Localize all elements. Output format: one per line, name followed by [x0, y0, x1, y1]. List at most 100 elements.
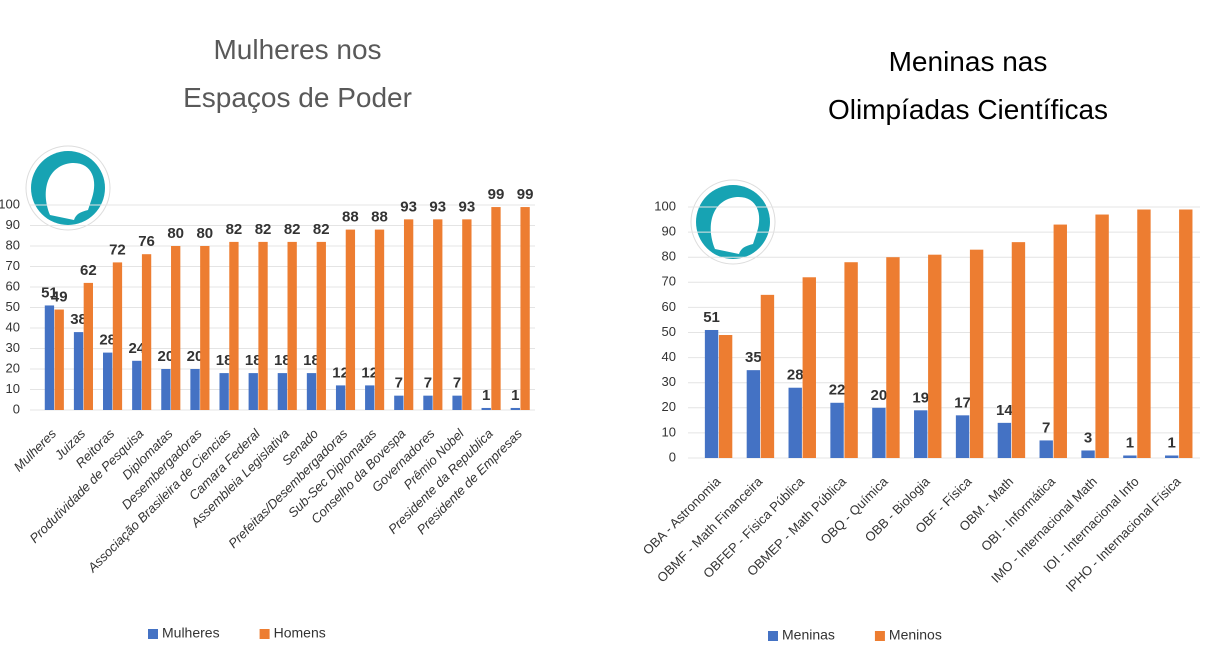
data-label: 82 [313, 221, 330, 238]
bar [161, 369, 171, 410]
data-label: 1 [1168, 434, 1176, 451]
data-label: 88 [371, 209, 388, 226]
bar [1039, 440, 1053, 458]
bar [1011, 242, 1026, 458]
bar [112, 262, 123, 410]
data-label: 62 [80, 262, 97, 279]
y-tick-label: 90 [662, 224, 676, 239]
y-tick-label: 70 [662, 274, 676, 289]
data-label: 80 [167, 225, 184, 242]
bar [132, 360, 142, 410]
data-label: 1 [482, 387, 490, 404]
legend-label: Meninas [782, 627, 835, 643]
bar [219, 373, 229, 410]
data-label: 20 [187, 348, 204, 365]
data-label: 18 [303, 352, 320, 369]
y-tick-label: 10 [662, 424, 676, 439]
legend-label: Homens [274, 625, 326, 641]
data-label: 18 [245, 352, 262, 369]
data-label: 93 [459, 198, 476, 215]
data-label: 28 [99, 332, 116, 349]
bar [510, 407, 520, 410]
data-label: 12 [332, 364, 349, 381]
bar [955, 415, 970, 458]
bar [335, 385, 346, 410]
y-tick-label: 100 [654, 198, 676, 213]
data-label: 7 [424, 375, 432, 392]
bar [44, 305, 55, 410]
chart-title: Meninas nas Olimpíadas Científicas [827, 46, 1109, 125]
data-label: 3 [1084, 429, 1092, 446]
data-label: 28 [787, 367, 804, 384]
bar [365, 385, 375, 410]
data-label: 22 [829, 382, 846, 399]
bar [1095, 214, 1109, 458]
y-tick-label: 80 [662, 249, 676, 264]
bar [190, 369, 200, 410]
bar [1123, 455, 1137, 458]
bar [914, 410, 928, 458]
legend-swatch [768, 631, 778, 641]
data-label: 14 [996, 402, 1013, 419]
bar [788, 387, 802, 458]
legend-swatch [874, 631, 885, 641]
bar [54, 309, 64, 410]
data-label: 93 [429, 198, 446, 215]
data-label: 82 [226, 221, 243, 238]
data-label: 7 [1042, 419, 1050, 436]
data-label: 20 [871, 387, 888, 404]
bar [969, 249, 984, 458]
bar [171, 246, 181, 410]
bar [830, 402, 844, 458]
bar [83, 282, 93, 410]
data-label: 1 [1126, 434, 1134, 451]
data-label: 80 [196, 225, 213, 242]
bar [423, 395, 433, 410]
bar [229, 241, 239, 410]
bar [248, 373, 258, 410]
bar [141, 254, 152, 410]
y-tick-label: 0 [669, 449, 676, 464]
bar [520, 207, 530, 410]
legend-swatch [259, 629, 270, 639]
data-label: 24 [128, 340, 145, 357]
bar [746, 370, 761, 458]
data-label: 19 [912, 389, 929, 406]
x-tick-label: OBA - Astronomia [640, 473, 724, 557]
data-label: 38 [70, 311, 87, 328]
bar [481, 407, 491, 410]
bar [433, 219, 443, 410]
data-label: 82 [255, 221, 272, 238]
legend-label: Meninos [889, 627, 942, 643]
y-tick-label: 0 [13, 401, 20, 416]
bar [704, 329, 719, 458]
data-label: 99 [517, 186, 534, 203]
y-tick-label: 20 [662, 399, 676, 414]
bar [844, 262, 858, 458]
bar [316, 241, 326, 410]
legend-swatch [148, 629, 158, 639]
bar [374, 229, 385, 410]
data-label: 49 [51, 289, 68, 306]
y-tick-label: 40 [662, 349, 676, 364]
y-tick-label: 50 [6, 299, 20, 314]
y-tick-label: 70 [6, 258, 20, 273]
x-tick-label: Mulheres [11, 426, 60, 475]
data-label: 93 [400, 198, 417, 215]
data-label: 35 [745, 349, 762, 366]
bar [928, 254, 942, 458]
bar [1053, 224, 1067, 458]
data-label: 51 [703, 309, 720, 326]
data-label: 1 [511, 387, 519, 404]
y-tick-label: 20 [6, 360, 20, 375]
bar [1137, 209, 1151, 458]
y-tick-label: 50 [662, 324, 676, 339]
data-label: 20 [158, 348, 175, 365]
bar [200, 246, 210, 410]
y-tick-label: 90 [6, 217, 20, 232]
data-label: 88 [342, 209, 359, 226]
bar [73, 332, 84, 410]
bar [462, 219, 472, 410]
